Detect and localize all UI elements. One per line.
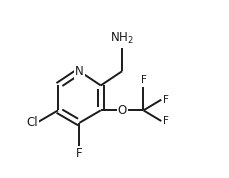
Text: F: F <box>76 147 82 160</box>
Text: F: F <box>162 116 168 126</box>
Text: F: F <box>162 95 168 105</box>
Text: NH$_2$: NH$_2$ <box>110 31 134 46</box>
Text: O: O <box>117 104 126 117</box>
Text: N: N <box>75 65 83 78</box>
Text: Cl: Cl <box>26 116 37 129</box>
Text: F: F <box>140 75 146 85</box>
